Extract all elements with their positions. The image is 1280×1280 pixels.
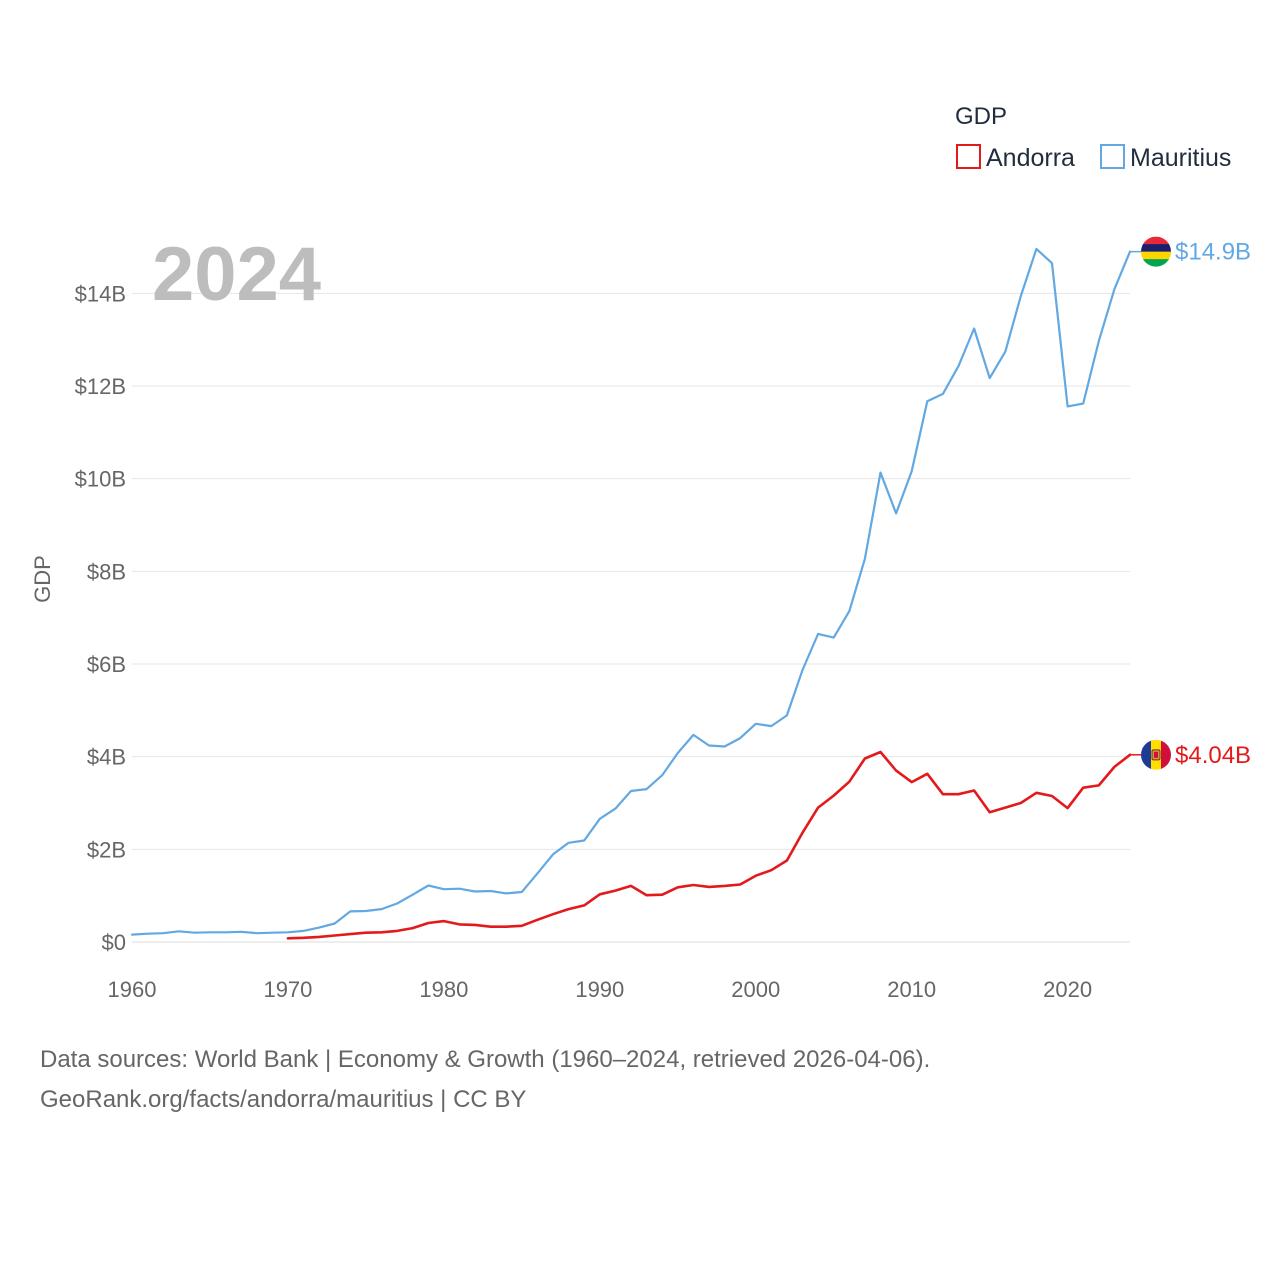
legend-title: GDP [955,103,1007,130]
legend-label-andorra: Andorra [986,144,1075,172]
x-tick-label: 1980 [419,977,468,1002]
legend: GDP Andorra Mauritius [955,103,1231,172]
x-axis-ticks: 1960 1970 1980 1990 2000 2010 2020 [108,977,1093,1002]
series-line-mauritius [130,247,1132,936]
legend-label-mauritius: Mauritius [1130,144,1231,172]
x-tick-label: 2000 [731,977,780,1002]
y-tick-label: $2B [87,837,126,862]
y-tick-label: $14B [75,281,126,306]
y-tick-label: $12B [75,374,126,399]
end-label-andorra: $4.04B [1175,742,1251,769]
y-axis-title: GDP [30,555,55,603]
footer-attribution: GeoRank.org/facts/andorra/mauritius | CC… [40,1086,527,1113]
x-tick-label: 1970 [263,977,312,1002]
legend-swatch-mauritius [1100,144,1125,169]
x-tick-label: 1990 [575,977,624,1002]
andorra-flag-icon [1141,739,1171,770]
legend-swatch-andorra [956,144,981,169]
end-labels: $4.04B $14.9B [1130,236,1251,770]
y-tick-label: $8B [87,559,126,584]
x-tick-label: 1960 [108,977,157,1002]
series-line-andorra [286,750,1132,940]
legend-item-mauritius[interactable]: Mauritius [1100,144,1231,172]
x-tick-label: 2020 [1043,977,1092,1002]
y-tick-label: $6B [87,652,126,677]
grid-lines [132,292,1130,943]
year-label: 2024 [152,232,321,317]
footer-sources: Data sources: World Bank | Economy & Gro… [40,1046,931,1073]
y-tick-label: $10B [75,467,126,492]
legend-item-andorra[interactable]: Andorra [956,144,1075,172]
y-axis-ticks: $0 $2B $4B $6B $8B $10B $12B $14B [75,281,126,955]
mauritius-flag-icon [1141,236,1171,267]
y-tick-label: $4B [87,745,126,770]
x-tick-label: 2010 [887,977,936,1002]
gdp-line-chart: $0$2B$4B$6B$8B$10B$12B$14B 1960 1970 1980 1… [30,103,1251,1002]
end-label-mauritius: $14.9B [1175,239,1251,266]
y-tick-label: $0 [102,930,126,955]
series-lines [130,247,1132,940]
